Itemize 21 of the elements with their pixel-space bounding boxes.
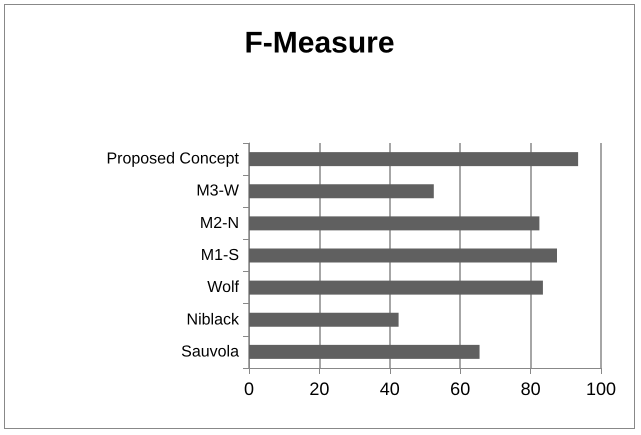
x-tick-label: 40 bbox=[380, 379, 400, 399]
bar bbox=[249, 248, 557, 262]
x-tick-label: 100 bbox=[586, 379, 616, 399]
bar bbox=[249, 152, 578, 166]
y-tick-label: Proposed Concept bbox=[106, 150, 240, 168]
y-tick-label: Niblack bbox=[186, 311, 240, 328]
y-tick-label: M1-S bbox=[200, 247, 239, 264]
x-tick-label: 20 bbox=[309, 379, 330, 399]
y-tick-label: Sauvola bbox=[181, 343, 240, 360]
y-tick-label: Wolf bbox=[207, 279, 240, 296]
y-tick-label: M3-W bbox=[196, 182, 240, 200]
bar bbox=[249, 184, 434, 198]
bar bbox=[249, 280, 543, 295]
bar bbox=[249, 216, 540, 230]
bar bbox=[249, 344, 480, 359]
chart-title: F-Measure bbox=[244, 26, 395, 60]
x-tick-label: 60 bbox=[450, 379, 470, 399]
y-tick-label: M2-N bbox=[200, 214, 239, 232]
bar bbox=[249, 312, 399, 327]
x-tick-label: 80 bbox=[520, 379, 541, 399]
x-tick-label: 0 bbox=[244, 379, 254, 399]
